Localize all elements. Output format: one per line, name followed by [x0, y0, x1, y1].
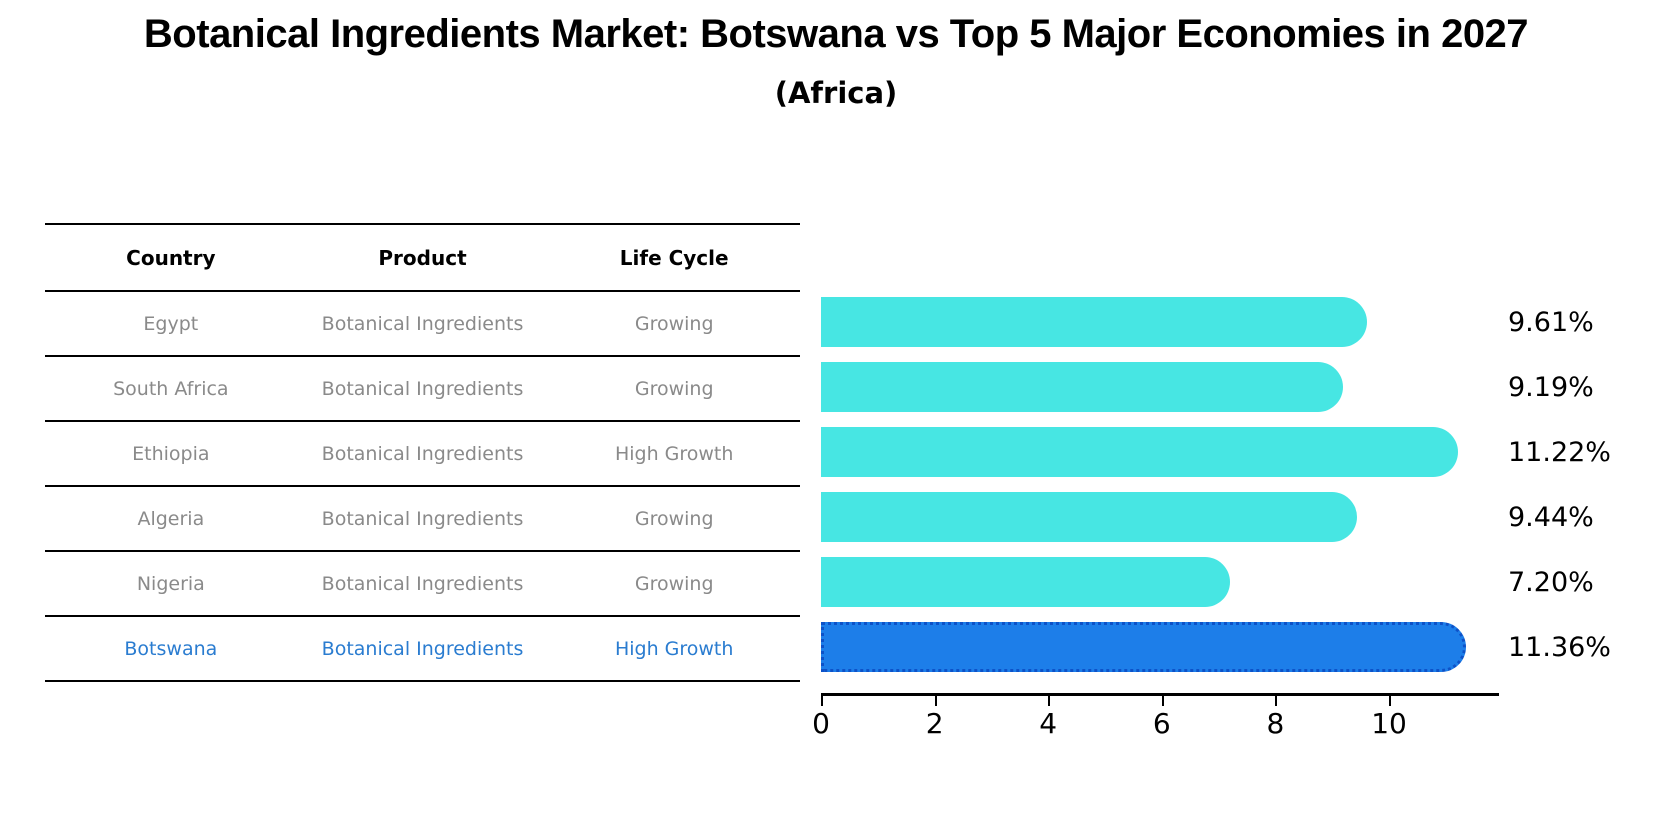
bar-plot-area: 9.61% 9.19% 11.22% 9.44% 7.20% 11.36%	[821, 290, 1611, 680]
value-label-south-africa: 9.19%	[1508, 372, 1594, 403]
cell-country: Nigeria	[136, 572, 205, 595]
value-label-algeria: 9.44%	[1508, 502, 1594, 533]
x-axis-tick-label: 6	[1152, 707, 1171, 740]
cell-country: Algeria	[137, 507, 205, 530]
bar-row-egypt: 9.61%	[821, 290, 1594, 355]
x-axis-tick	[1161, 696, 1164, 706]
x-axis-tick	[821, 696, 823, 706]
bar-south-africa	[821, 362, 1344, 412]
value-label-nigeria: 7.20%	[1508, 567, 1594, 598]
bar-botswana-highlighted	[821, 622, 1467, 672]
cell-life-cycle: High Growth	[614, 442, 734, 465]
cell-life-cycle: Growing	[634, 572, 714, 595]
bar-row-ethiopia: 11.22%	[821, 420, 1611, 485]
x-axis-tick-label: 4	[1039, 707, 1058, 740]
table-row-botswana-highlighted: Botswana Botanical Ingredients High Grow…	[45, 617, 800, 682]
x-axis-tick-label: 10	[1371, 707, 1407, 740]
cell-life-cycle: Growing	[634, 507, 714, 530]
cell-country: Ethiopia	[132, 442, 210, 465]
bar-ethiopia	[821, 427, 1459, 477]
value-label-ethiopia: 11.22%	[1508, 437, 1611, 468]
x-axis-line	[821, 693, 1499, 696]
table-row-nigeria: Nigeria Botanical Ingredients Growing	[45, 552, 800, 617]
table-row-algeria: Algeria Botanical Ingredients Growing	[45, 487, 800, 552]
table-row-south-africa: South Africa Botanical Ingredients Growi…	[45, 357, 800, 422]
bar-nigeria	[821, 557, 1230, 607]
value-label-egypt: 9.61%	[1508, 307, 1594, 338]
bar-algeria	[821, 492, 1358, 542]
column-header-life-cycle: Life Cycle	[619, 245, 729, 270]
x-axis-tick	[1389, 696, 1392, 706]
x-axis-tick-label: 8	[1266, 707, 1285, 740]
table-row-ethiopia: Ethiopia Botanical Ingredients High Grow…	[45, 422, 800, 487]
column-header-product: Product	[378, 245, 467, 270]
bar-row-south-africa: 9.19%	[821, 355, 1594, 420]
cell-country: Botswana	[124, 637, 218, 660]
cell-life-cycle: Growing	[634, 377, 714, 400]
cell-product: Botanical Ingredients	[321, 377, 524, 400]
cell-country: South Africa	[113, 377, 229, 400]
table-row-egypt: Egypt Botanical Ingredients Growing	[45, 292, 800, 357]
chart-title: Botanical Ingredients Market: Botswana v…	[143, 12, 1529, 56]
cell-product: Botanical Ingredients	[321, 572, 524, 595]
cell-product: Botanical Ingredients	[321, 507, 524, 530]
x-axis-tick	[1048, 696, 1051, 706]
cell-life-cycle: High Growth	[614, 637, 734, 660]
chart-subtitle: (Africa)	[774, 76, 898, 110]
country-table: Country Product Life Cycle Egypt Botanic…	[45, 223, 800, 682]
table-header-row: Country Product Life Cycle	[45, 223, 800, 292]
value-label-botswana: 11.36%	[1508, 632, 1611, 663]
bar-row-nigeria: 7.20%	[821, 550, 1594, 615]
cell-product: Botanical Ingredients	[321, 637, 524, 660]
cell-life-cycle: Growing	[634, 312, 714, 335]
cell-product: Botanical Ingredients	[321, 442, 524, 465]
x-axis-tick	[934, 696, 937, 706]
bar-row-botswana: 11.36%	[821, 615, 1611, 680]
x-axis-tick-label: 0	[812, 707, 830, 740]
x-axis-tick-label: 2	[925, 707, 944, 740]
column-header-country: Country	[126, 245, 216, 270]
cell-product: Botanical Ingredients	[321, 312, 524, 335]
bar-row-algeria: 9.44%	[821, 485, 1594, 550]
bar-egypt	[821, 297, 1367, 347]
cell-country: Egypt	[143, 312, 199, 335]
x-axis-tick	[1275, 696, 1278, 706]
